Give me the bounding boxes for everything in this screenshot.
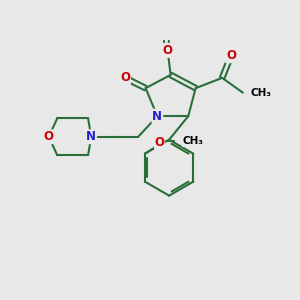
Text: O: O (163, 44, 173, 57)
Text: O: O (44, 130, 54, 143)
Text: O: O (154, 136, 165, 149)
Text: CH₃: CH₃ (250, 88, 271, 98)
Text: H: H (162, 40, 171, 50)
Text: N: N (152, 110, 162, 123)
Text: O: O (226, 49, 236, 62)
Text: O: O (120, 71, 130, 84)
Text: N: N (86, 130, 96, 143)
Text: CH₃: CH₃ (182, 136, 203, 146)
